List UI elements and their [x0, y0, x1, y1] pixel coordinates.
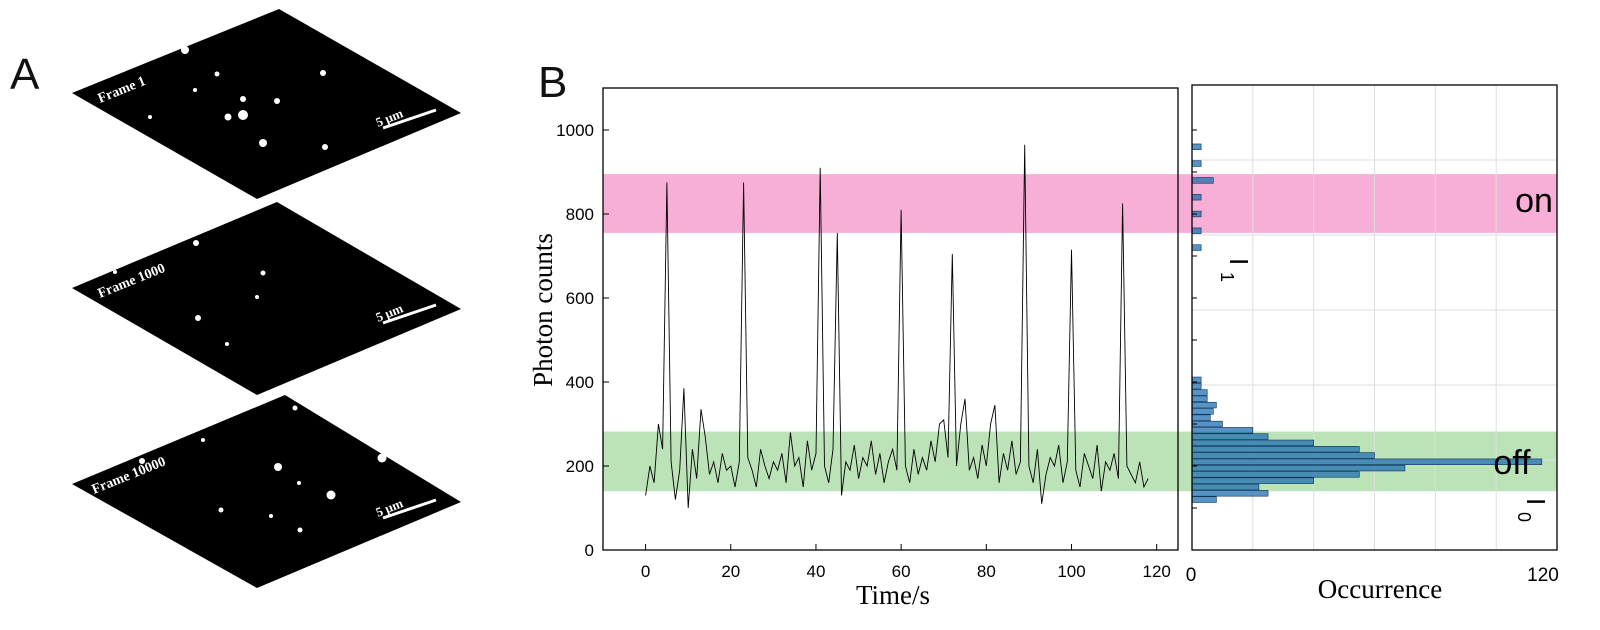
frame-1000-image: Frame 1000 5 μm: [72, 202, 461, 395]
histogram-x-tick-label-120: 120: [1527, 565, 1559, 586]
frame-1000-spots: [113, 240, 266, 346]
x-tick-label: 60: [892, 562, 911, 581]
histogram-bar: [1191, 446, 1360, 453]
histogram-bar: [1191, 464, 1406, 472]
histogram-bar: [1191, 408, 1214, 415]
band-label-off: off: [1493, 444, 1531, 482]
histogram-x-axis-label: Occurrence: [1318, 574, 1442, 604]
histogram-bar: [1191, 496, 1217, 503]
histogram-bar: [1191, 483, 1260, 491]
frame-1000-scale-bar: [382, 303, 437, 325]
histogram-bar: [1191, 395, 1208, 402]
histogram-x-tick-label-0: 0: [1186, 565, 1197, 586]
y-tick-label: 1000: [556, 121, 594, 140]
histogram-bar: [1191, 458, 1543, 465]
y-tick-label: 600: [566, 289, 594, 308]
trace-x-axis-label: Time/s: [856, 580, 930, 610]
trace-axis-ticks: 0 20 40 60 80 100 120 0 200 400 600 800 1000: [556, 121, 1197, 581]
x-tick-label: 80: [977, 562, 996, 581]
x-tick-label: 120: [1143, 562, 1171, 581]
level-label-i0: I 0: [1514, 498, 1551, 522]
histogram-bar: [1191, 383, 1202, 390]
histogram-bar: [1191, 227, 1202, 234]
histogram-bar: [1191, 477, 1314, 484]
frame-1-plate: [72, 9, 461, 199]
x-tick-label: 100: [1057, 562, 1085, 581]
histogram-bar: [1191, 143, 1202, 150]
y-tick-label: 800: [566, 205, 594, 224]
x-tick-label: 20: [721, 562, 740, 581]
histogram-bar: [1191, 452, 1375, 459]
histogram-bar: [1191, 471, 1360, 478]
state-bands: [603, 174, 1557, 492]
y-tick-label: 0: [585, 541, 594, 560]
frame-1-image: Frame 1 5 μm: [72, 9, 461, 199]
frame-10000-plate: [72, 395, 461, 588]
histogram-bar: [1191, 414, 1211, 421]
histogram-bar: [1191, 401, 1217, 409]
level-label-i1-letter: I: [1224, 258, 1254, 265]
y-tick-label: 200: [566, 457, 594, 476]
level-label-i1: I 1: [1217, 258, 1254, 282]
frame-10000-scale-bar: [382, 498, 437, 520]
histogram-bar: [1191, 433, 1269, 440]
frame-1-spots: [148, 46, 328, 150]
histogram-bar: [1191, 177, 1214, 184]
histogram-bar: [1191, 244, 1202, 251]
panel-a-frames: Frame 1 5 μm Frame 1000 5 μm Frame 10000…: [72, 9, 461, 588]
y-tick-label: 400: [566, 373, 594, 392]
histogram-bar: [1191, 389, 1208, 396]
x-tick-label: 0: [641, 562, 650, 581]
histogram-bar: [1191, 160, 1202, 167]
band-label-on: on: [1515, 182, 1553, 220]
trace-plot-frame: [602, 87, 1179, 551]
photon-trace-line: [645, 144, 1149, 509]
histogram-bar: [1191, 490, 1269, 497]
histogram-bar: [1191, 439, 1314, 447]
level-label-i0-letter: I: [1521, 498, 1551, 505]
panel-b-letter: B: [538, 58, 568, 107]
level-label-i1-subscript: 1: [1217, 272, 1237, 282]
trace-y-axis-label: Photon counts: [528, 233, 558, 387]
histogram-bar: [1191, 427, 1254, 434]
frame-1000-plate: [72, 202, 461, 395]
frame-10000-spots: [139, 405, 387, 533]
panel-a-letter: A: [10, 50, 40, 99]
frame-1-scale-bar: [382, 108, 437, 130]
level-label-i0-subscript: 0: [1514, 512, 1534, 522]
x-tick-label: 40: [807, 562, 826, 581]
band-on: [603, 174, 1557, 233]
histogram-bar: [1191, 194, 1202, 201]
histogram-plot-frame: [1191, 84, 1558, 551]
